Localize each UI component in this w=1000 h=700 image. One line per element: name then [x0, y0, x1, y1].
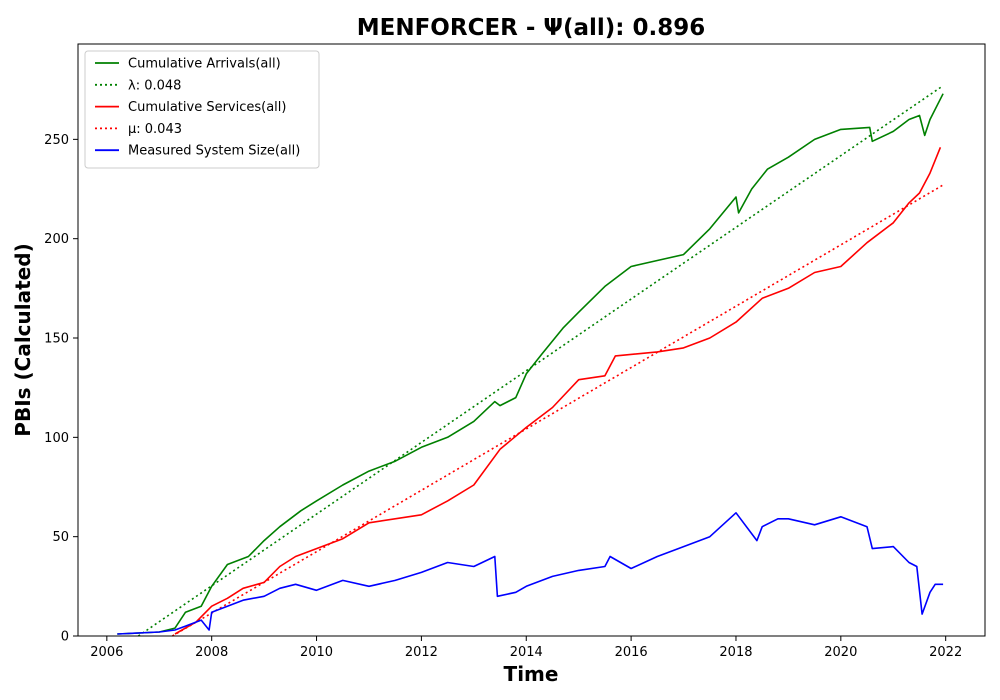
y-tick-label: 100 [44, 431, 69, 446]
x-tick-label: 2014 [510, 645, 543, 660]
x-tick-label: 2018 [719, 645, 752, 660]
legend: Cumulative Arrivals(all) λ: 0.048 Cumulati… [84, 50, 320, 169]
y-tick-label: 200 [44, 232, 69, 247]
x-axis: 2006 2008 2010 2012 2014 2016 2018 2020 2022 [90, 636, 962, 660]
x-tick-label: 2016 [615, 645, 648, 660]
series-line-4 [117, 511, 944, 635]
legend-box [84, 50, 320, 169]
legend-label: μ: 0.043 [128, 122, 182, 137]
series-line-3 [171, 184, 944, 637]
x-tick-label: 2012 [405, 645, 438, 660]
plot-lines [117, 85, 944, 637]
x-tick-label: 2008 [195, 645, 228, 660]
y-tick-label: 50 [52, 530, 69, 545]
plot-frame [77, 43, 986, 637]
y-tick-label: 0 [61, 630, 69, 645]
x-tick-label: 2020 [824, 645, 857, 660]
legend-label: λ: 0.048 [128, 78, 181, 93]
x-tick-label: 2010 [300, 645, 333, 660]
chart-title: MENFORCER - Ψ(all): 0.896 [357, 15, 706, 41]
series-line-2 [174, 147, 942, 635]
y-axis-title: PBIs (Calculated) [11, 243, 35, 436]
x-axis-title: Time [504, 662, 559, 686]
legend-label: Cumulative Services(all) [128, 100, 286, 115]
x-tick-label: 2006 [90, 645, 123, 660]
legend-label: Cumulative Arrivals(all) [128, 57, 281, 72]
legend-label: Measured System Size(all) [128, 144, 300, 159]
y-axis: 0 50 100 150 200 250 [44, 133, 78, 645]
y-tick-label: 150 [44, 332, 69, 347]
series-line-0 [117, 93, 944, 635]
y-tick-label: 250 [44, 133, 69, 148]
x-tick-label: 2022 [929, 645, 962, 660]
